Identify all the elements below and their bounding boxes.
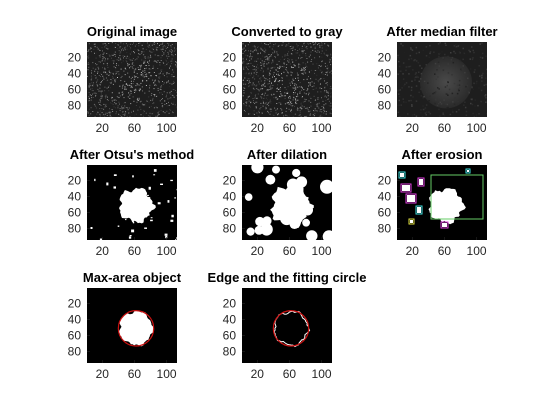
- y-tick-label: 60: [378, 206, 392, 220]
- y-tick-label: 40: [223, 189, 237, 203]
- panel-6: After erosion 20 40 60 80 20 60 100: [378, 147, 487, 258]
- x-tick-label: 20: [406, 244, 420, 258]
- panel-image-bg: [242, 42, 332, 117]
- x-tick-label: 60: [438, 121, 452, 135]
- x-tick-label: 100: [467, 244, 487, 258]
- y-tick-label: 40: [68, 189, 82, 203]
- panel-title: Max-area object: [83, 270, 182, 285]
- y-tick-label: 80: [378, 99, 392, 113]
- y-tick-label: 20: [223, 50, 237, 64]
- y-tick-label: 20: [223, 173, 237, 187]
- panel-title: Edge and the fitting circle: [208, 270, 367, 285]
- y-tick-label: 60: [378, 83, 392, 97]
- panel-2: Converted to gray 20 40 60 80 20 60 100: [223, 24, 344, 135]
- y-tick-label: 20: [68, 50, 82, 64]
- y-tick-label: 40: [68, 66, 82, 80]
- panel-8: Edge and the fitting circle 20 40 60 80 20 60 1…: [208, 270, 367, 381]
- y-tick-label: 80: [68, 222, 82, 236]
- x-tick-label: 60: [128, 367, 142, 381]
- y-tick-label: 60: [68, 83, 82, 97]
- y-tick-label: 40: [378, 66, 392, 80]
- y-tick-label: 40: [378, 189, 392, 203]
- x-tick-label: 100: [467, 121, 487, 135]
- y-tick-label: 20: [378, 50, 392, 64]
- panel-image-bg: [242, 288, 332, 363]
- y-tick-label: 60: [68, 329, 82, 343]
- y-tick-label: 60: [223, 83, 237, 97]
- y-tick-label: 40: [68, 312, 82, 326]
- x-tick-label: 60: [128, 121, 142, 135]
- panel-title: After erosion: [402, 147, 483, 162]
- y-tick-label: 20: [223, 296, 237, 310]
- y-tick-label: 80: [378, 222, 392, 236]
- y-tick-label: 20: [378, 173, 392, 187]
- y-tick-label: 60: [223, 329, 237, 343]
- y-tick-label: 80: [68, 99, 82, 113]
- panel-image-bg: [87, 42, 177, 117]
- y-tick-label: 60: [68, 206, 82, 220]
- x-tick-label: 20: [96, 244, 110, 258]
- panel-title: After dilation: [247, 147, 327, 162]
- panel-title: Original image: [87, 24, 177, 39]
- x-tick-label: 60: [128, 244, 142, 258]
- panel-title: After Otsu's method: [70, 147, 194, 162]
- y-tick-label: 40: [223, 312, 237, 326]
- y-tick-label: 60: [223, 206, 237, 220]
- x-tick-label: 20: [251, 244, 265, 258]
- y-tick-label: 80: [223, 345, 237, 359]
- panel-title: Converted to gray: [231, 24, 343, 39]
- x-tick-label: 20: [251, 121, 265, 135]
- x-tick-label: 60: [283, 244, 297, 258]
- x-tick-label: 20: [251, 367, 265, 381]
- panel-1: Original image 20 40 60 80 20 60 100: [68, 24, 178, 135]
- y-tick-label: 20: [68, 296, 82, 310]
- x-tick-label: 20: [96, 367, 110, 381]
- panel-4: After Otsu's method 20 40 60 80 20 60 100: [68, 147, 195, 258]
- x-tick-label: 100: [157, 244, 177, 258]
- panel-5: After dilation 20 40 60 80 20 60 100: [223, 147, 332, 258]
- y-tick-label: 80: [223, 99, 237, 113]
- x-tick-label: 60: [438, 244, 452, 258]
- x-tick-label: 100: [312, 121, 332, 135]
- panel-3: After median filter 20 40 60 80 20 60 100: [378, 24, 498, 135]
- y-tick-label: 80: [68, 345, 82, 359]
- y-tick-label: 80: [223, 222, 237, 236]
- y-tick-label: 20: [68, 173, 82, 187]
- x-tick-label: 100: [312, 244, 332, 258]
- y-tick-label: 40: [223, 66, 237, 80]
- panel-title: After median filter: [386, 24, 497, 39]
- x-tick-label: 20: [96, 121, 110, 135]
- x-tick-label: 20: [406, 121, 420, 135]
- x-tick-label: 100: [157, 367, 177, 381]
- x-tick-label: 60: [283, 367, 297, 381]
- x-tick-label: 60: [283, 121, 297, 135]
- x-tick-label: 100: [312, 367, 332, 381]
- x-tick-label: 100: [157, 121, 177, 135]
